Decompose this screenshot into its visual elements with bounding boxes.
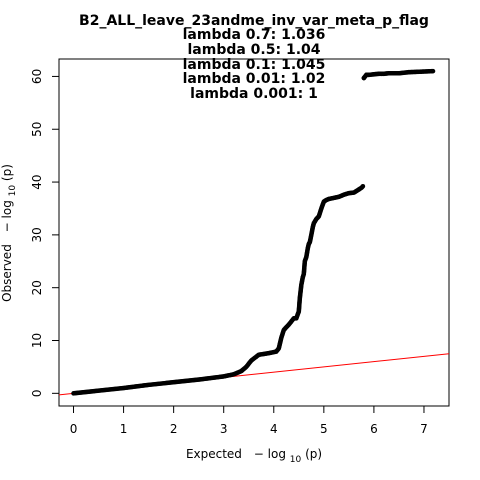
data-point bbox=[406, 69, 412, 75]
data-point bbox=[371, 72, 377, 77]
lambda-line-3: lambda 0.1: 1.045 bbox=[183, 57, 326, 73]
x-tick-label: 3 bbox=[220, 422, 228, 436]
data-point bbox=[361, 75, 367, 81]
x-axis-minus: − bbox=[254, 447, 264, 461]
x-tick-label: 0 bbox=[70, 422, 78, 436]
y-tick-label: 30 bbox=[30, 227, 44, 242]
data-point bbox=[386, 70, 392, 76]
x-tick-label: 6 bbox=[370, 422, 378, 436]
x-tick-label: 2 bbox=[170, 422, 178, 436]
x-axis-title: Expected − log 10 (p) bbox=[186, 447, 322, 465]
data-points bbox=[71, 68, 436, 396]
y-axis-title: Observed − log 10 (p) bbox=[0, 164, 18, 302]
y-tick-label: 40 bbox=[30, 174, 44, 189]
lambda-line-5: lambda 0.001: 1 bbox=[190, 86, 318, 102]
y-axis-sub: 10 bbox=[8, 185, 18, 197]
y-axis-arg: (p) bbox=[0, 164, 14, 181]
plot-area-border bbox=[58, 58, 450, 407]
x-axis-sub: 10 bbox=[290, 455, 302, 465]
y-axis-log: log bbox=[0, 200, 14, 218]
x-tick-label: 1 bbox=[120, 422, 128, 436]
x-axis-prefix: Expected bbox=[186, 447, 242, 461]
y-axis: 0 10 20 30 40 50 60 bbox=[30, 69, 60, 398]
lambda-line-1: lambda 0.7: 1.036 bbox=[183, 27, 326, 43]
data-point bbox=[396, 70, 402, 76]
y-tick-label: 20 bbox=[30, 280, 44, 295]
x-tick-label: 4 bbox=[270, 422, 278, 436]
data-point bbox=[366, 72, 372, 78]
data-point bbox=[430, 68, 436, 74]
x-tick-label: 5 bbox=[320, 422, 328, 436]
chart-title-block: B2_ALL_leave_23andme_inv_var_meta_p_flag… bbox=[79, 13, 429, 102]
x-axis-log: log bbox=[268, 447, 286, 461]
chart-title: B2_ALL_leave_23andme_inv_var_meta_p_flag bbox=[79, 13, 429, 29]
y-axis-minus: − bbox=[0, 222, 14, 232]
lambda-line-2: lambda 0.5: 1.04 bbox=[187, 42, 320, 58]
x-axis: 0 1 2 3 4 5 6 7 bbox=[70, 405, 428, 436]
x-tick-label: 7 bbox=[420, 422, 428, 436]
data-point bbox=[381, 71, 387, 77]
y-tick-label: 0 bbox=[30, 390, 44, 398]
x-axis-arg: (p) bbox=[305, 447, 322, 461]
y-tick-label: 50 bbox=[30, 122, 44, 137]
y-tick-label: 60 bbox=[30, 69, 44, 84]
data-point bbox=[376, 71, 382, 77]
data-point bbox=[360, 183, 366, 189]
lambda-line-4: lambda 0.01: 1.02 bbox=[183, 71, 326, 87]
y-tick-label: 10 bbox=[30, 333, 44, 348]
y-axis-prefix: Observed bbox=[0, 244, 14, 302]
